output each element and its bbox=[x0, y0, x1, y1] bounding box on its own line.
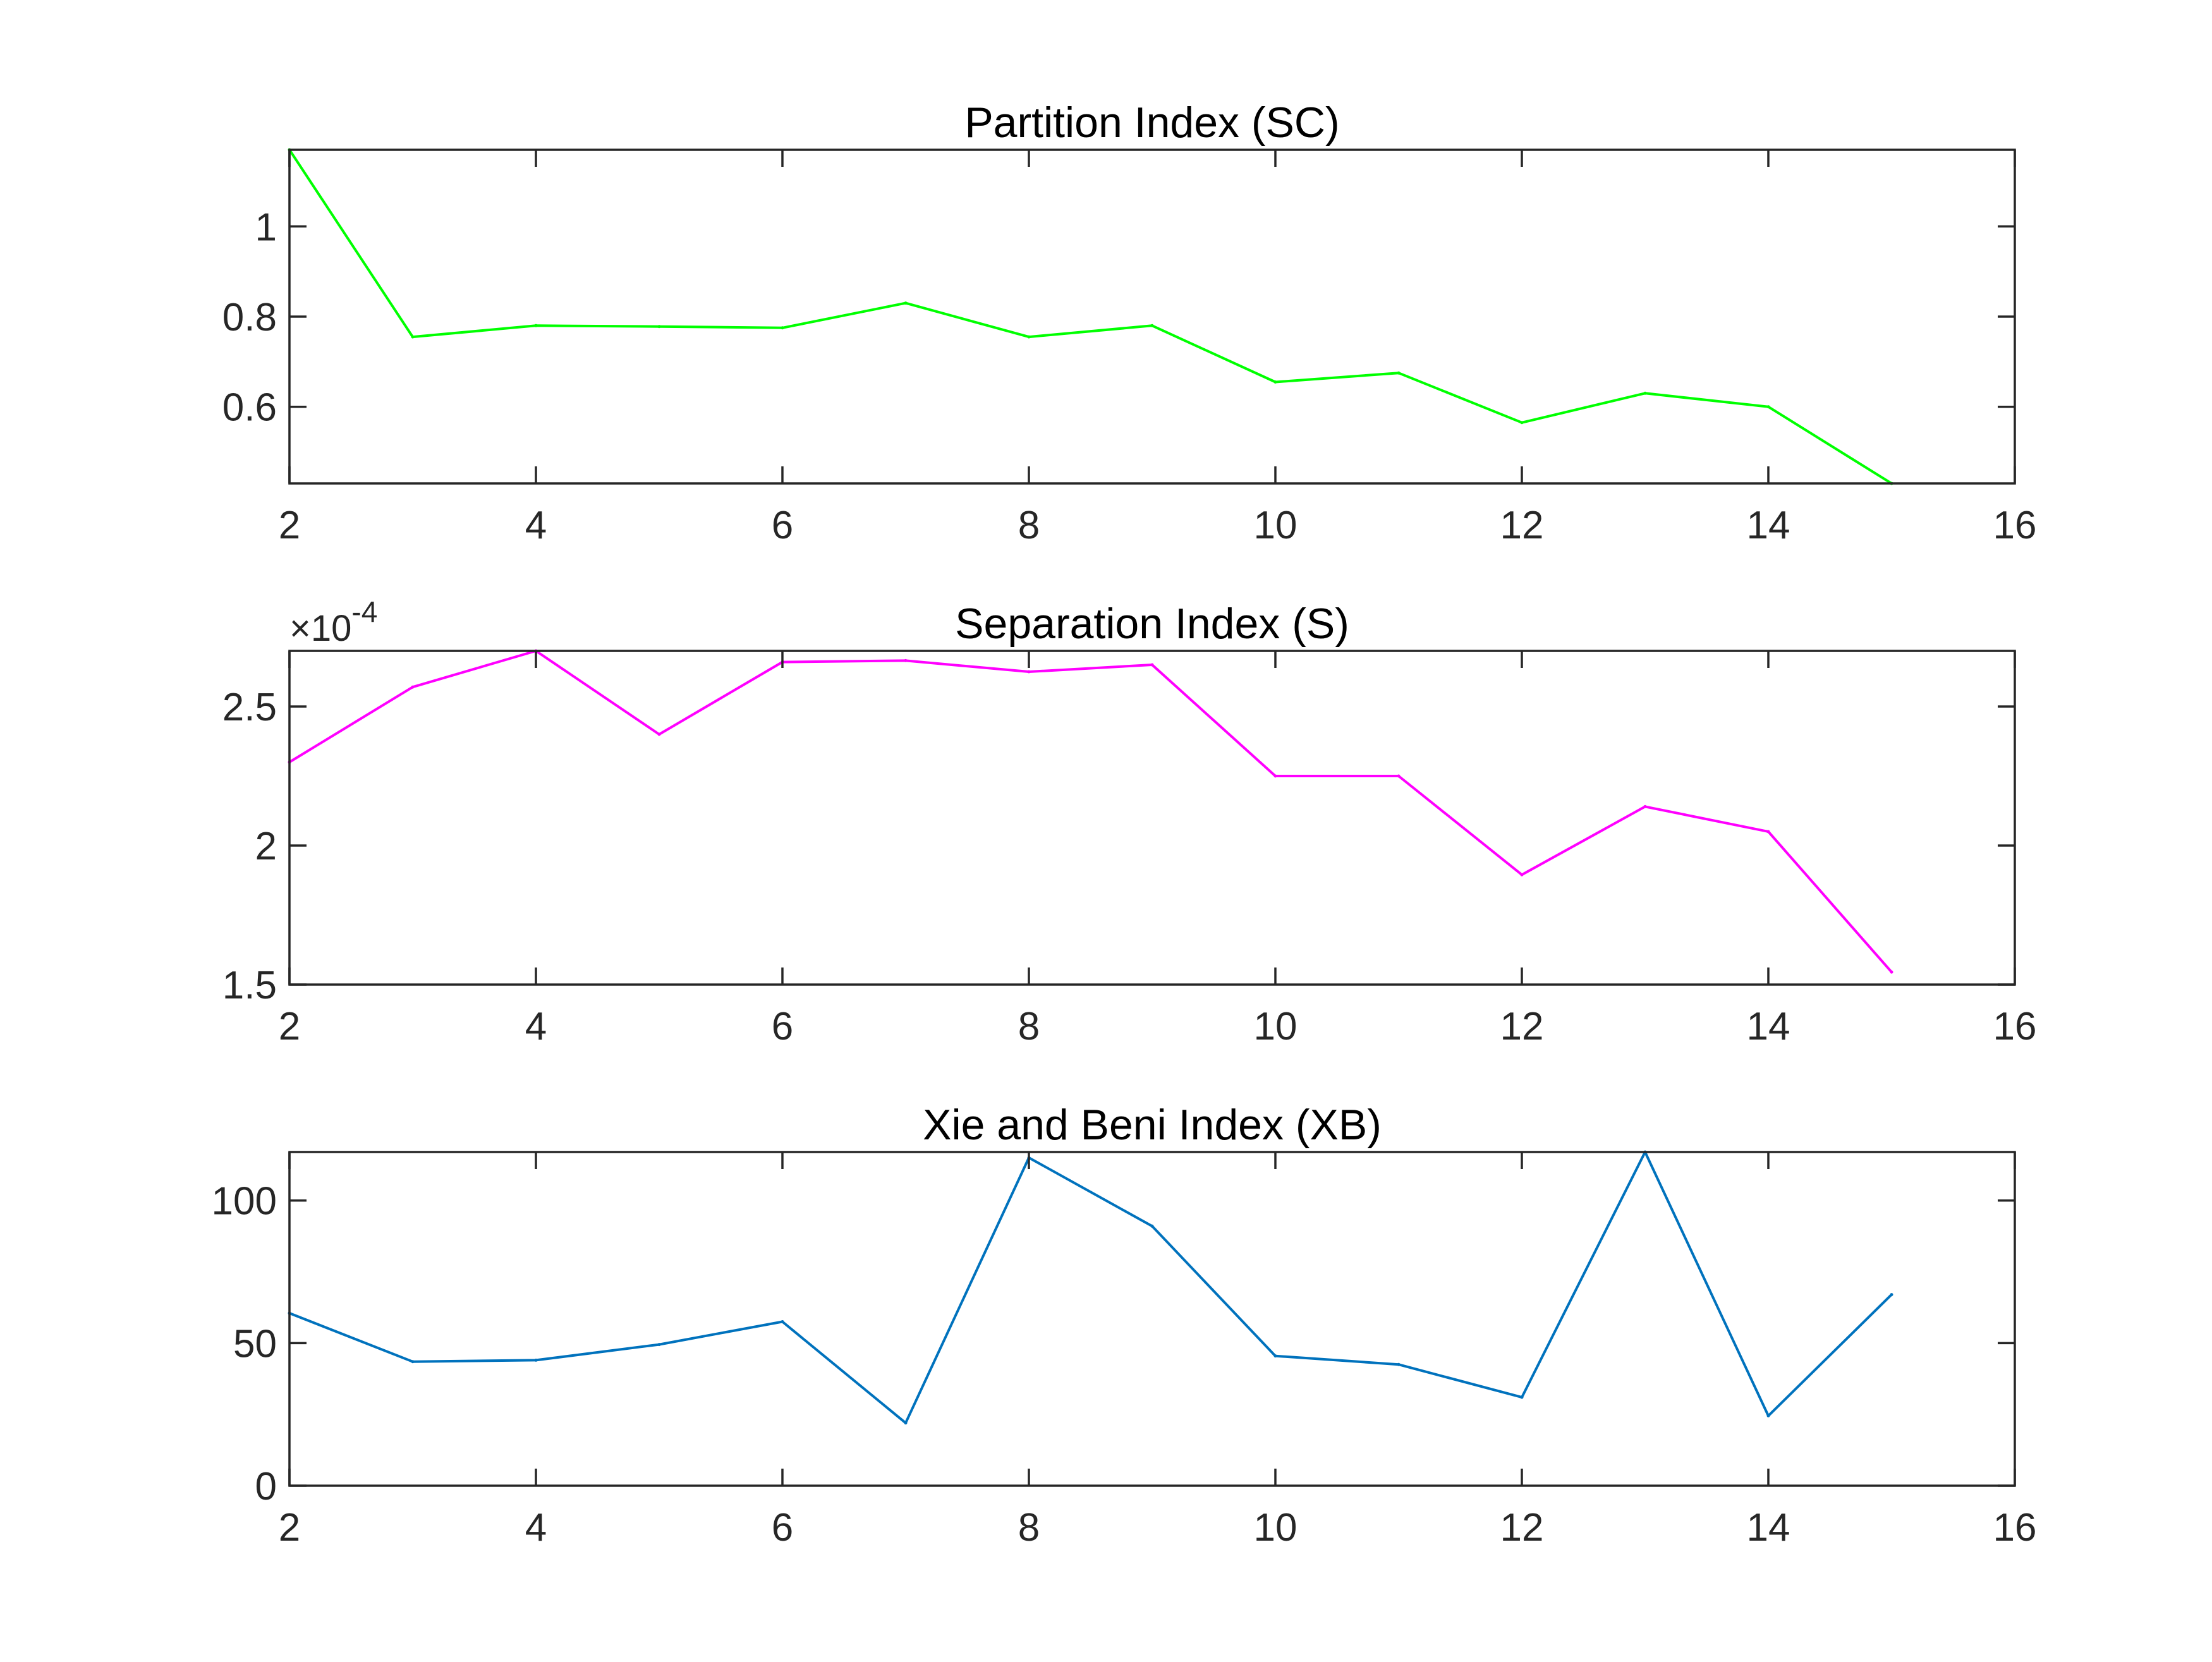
data-point bbox=[657, 732, 661, 736]
y-tick-label: 0 bbox=[255, 1465, 277, 1508]
x-tick-label: 16 bbox=[1993, 1005, 2037, 1048]
y-tick-label: 100 bbox=[212, 1180, 277, 1223]
y-tick-label: 0.8 bbox=[222, 296, 277, 339]
subplot-partition-index: 2 4 6 8 10 12 14 16 0.6 0.8 1 Partition Index (SC) bbox=[222, 99, 2037, 547]
data-point bbox=[1273, 1354, 1277, 1358]
data-point bbox=[534, 324, 538, 327]
data-point bbox=[1890, 1293, 1893, 1297]
data-point bbox=[1150, 663, 1154, 667]
x-tick-label: 14 bbox=[1747, 504, 1790, 547]
series-line-0 bbox=[288, 650, 1893, 973]
y-tick-label: 0.6 bbox=[222, 386, 277, 430]
data-point bbox=[781, 326, 784, 330]
axis-exponent-power: -4 bbox=[351, 595, 377, 628]
data-point bbox=[657, 1343, 661, 1347]
data-point bbox=[1027, 670, 1031, 674]
data-point bbox=[1643, 391, 1647, 395]
data-point bbox=[1273, 774, 1277, 778]
data-point bbox=[1520, 873, 1524, 876]
data-point bbox=[1643, 804, 1647, 808]
x-tick-label: 8 bbox=[1018, 1005, 1040, 1048]
y-tick-label: 1.5 bbox=[222, 964, 277, 1007]
x-tick-label: 2 bbox=[279, 1005, 300, 1048]
x-tick-label: 10 bbox=[1254, 504, 1297, 547]
axis-exponent-label: ×10-4 bbox=[289, 595, 377, 649]
data-point bbox=[411, 1360, 415, 1364]
data-point bbox=[904, 1421, 908, 1425]
data-point bbox=[1150, 324, 1154, 327]
subplot-title: Partition Index (SC) bbox=[964, 99, 1339, 147]
y-tick-label: 50 bbox=[233, 1322, 277, 1366]
x-tick-label: 2 bbox=[279, 504, 300, 547]
data-point bbox=[904, 658, 908, 662]
y-tick-label: 1 bbox=[255, 205, 277, 249]
y-tick-label: 2 bbox=[255, 825, 277, 868]
data-point bbox=[1397, 774, 1401, 778]
x-tick-label: 2 bbox=[279, 1506, 300, 1550]
x-tick-label: 8 bbox=[1018, 504, 1040, 547]
x-tick-label: 10 bbox=[1254, 1005, 1297, 1048]
data-point bbox=[657, 325, 661, 329]
x-tick-label: 14 bbox=[1747, 1506, 1790, 1550]
data-point bbox=[1890, 970, 1893, 974]
x-tick-label: 4 bbox=[525, 504, 547, 547]
subplot-title: Xie and Beni Index (XB) bbox=[923, 1101, 1382, 1149]
data-point bbox=[411, 685, 415, 689]
data-point bbox=[1397, 1362, 1401, 1366]
x-tick-label: 12 bbox=[1500, 1005, 1544, 1048]
data-point bbox=[534, 1358, 538, 1362]
x-tick-label: 10 bbox=[1254, 1506, 1297, 1550]
axes-box bbox=[288, 650, 2016, 986]
data-point bbox=[1397, 371, 1401, 375]
x-tick-label: 12 bbox=[1500, 1506, 1544, 1550]
x-tick-label: 6 bbox=[772, 1005, 793, 1048]
axis-exponent-base: ×10 bbox=[289, 608, 351, 649]
data-point bbox=[1273, 380, 1277, 384]
data-point bbox=[411, 335, 415, 339]
data-point bbox=[1520, 1395, 1524, 1399]
x-tick-label: 8 bbox=[1018, 1506, 1040, 1550]
data-point bbox=[781, 1320, 784, 1323]
data-point bbox=[1766, 830, 1770, 834]
x-tick-label: 16 bbox=[1993, 504, 2037, 547]
data-point bbox=[1027, 335, 1031, 339]
subplot-title: Separation Index (S) bbox=[955, 600, 1349, 648]
series-line-0 bbox=[288, 149, 1893, 485]
x-tick-label: 14 bbox=[1747, 1005, 1790, 1048]
series-line-0 bbox=[289, 1151, 1893, 1424]
x-tick-label: 6 bbox=[772, 1506, 793, 1550]
x-tick-label: 4 bbox=[525, 1005, 547, 1048]
y-tick-label: 2.5 bbox=[222, 686, 277, 729]
axes-box bbox=[288, 149, 2016, 485]
x-tick-label: 16 bbox=[1993, 1506, 2037, 1550]
data-point bbox=[1520, 421, 1524, 425]
x-tick-label: 4 bbox=[525, 1506, 547, 1550]
x-tick-label: 12 bbox=[1500, 504, 1544, 547]
axes-box bbox=[288, 1151, 2016, 1487]
data-point bbox=[904, 301, 908, 305]
x-tick-label: 6 bbox=[772, 504, 793, 547]
data-point bbox=[1150, 1224, 1154, 1228]
subplot-xie-beni-index: 2 4 6 8 10 12 14 16 0 50 100 Xie and Beni Index (XB… bbox=[212, 1101, 2037, 1550]
data-point bbox=[1766, 405, 1770, 409]
data-point bbox=[1766, 1414, 1770, 1417]
